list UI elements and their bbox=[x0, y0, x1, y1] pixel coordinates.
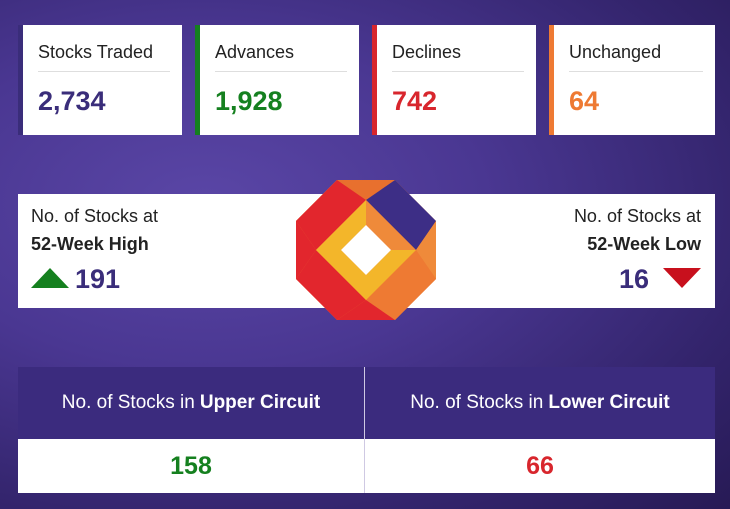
octagon-logo-icon bbox=[296, 180, 436, 320]
card-label: Unchanged bbox=[569, 42, 662, 62]
week52-low-caption: No. of Stocks at bbox=[573, 206, 701, 226]
divider bbox=[569, 71, 703, 72]
card-declines: Declines 742 bbox=[372, 25, 536, 135]
week52-high-caption: No. of Stocks at bbox=[31, 206, 159, 226]
week52-low-title: 52-Week Low bbox=[587, 234, 701, 254]
week52-high-title: 52-Week High bbox=[31, 234, 149, 254]
lower-circuit-header: No. of Stocks in Lower Circuit bbox=[365, 367, 715, 439]
week52-low-value: 16 bbox=[618, 264, 649, 294]
card-value: 742 bbox=[392, 86, 438, 116]
card-value: 64 bbox=[569, 86, 600, 116]
card-label: Stocks Traded bbox=[38, 42, 154, 62]
week52-high-value: 191 bbox=[75, 264, 121, 294]
triangle-up-icon bbox=[31, 268, 69, 288]
upper-circuit-header: No. of Stocks in Upper Circuit bbox=[18, 367, 364, 439]
divider bbox=[215, 71, 347, 72]
card-unchanged: Unchanged 64 bbox=[549, 25, 715, 135]
triangle-down-icon bbox=[663, 268, 701, 288]
card-value: 1,928 bbox=[215, 86, 283, 116]
lower-circuit-label: Lower Circuit bbox=[548, 392, 670, 413]
upper-circuit-prefix: No. of Stocks in bbox=[61, 392, 195, 413]
card-stocks-traded: Stocks Traded 2,734 bbox=[18, 25, 182, 135]
card-label: Declines bbox=[392, 42, 462, 62]
card-label: Advances bbox=[215, 42, 295, 62]
upper-circuit-label: Upper Circuit bbox=[199, 392, 321, 413]
card-value: 2,734 bbox=[38, 86, 106, 116]
divider bbox=[392, 71, 524, 72]
circuit-divider bbox=[364, 367, 365, 493]
upper-circuit-value: 158 bbox=[18, 439, 364, 493]
lower-circuit-value: 66 bbox=[365, 439, 715, 493]
card-advances: Advances 1,928 bbox=[195, 25, 359, 135]
lower-circuit-prefix: No. of Stocks in bbox=[410, 392, 544, 413]
divider bbox=[38, 71, 170, 72]
